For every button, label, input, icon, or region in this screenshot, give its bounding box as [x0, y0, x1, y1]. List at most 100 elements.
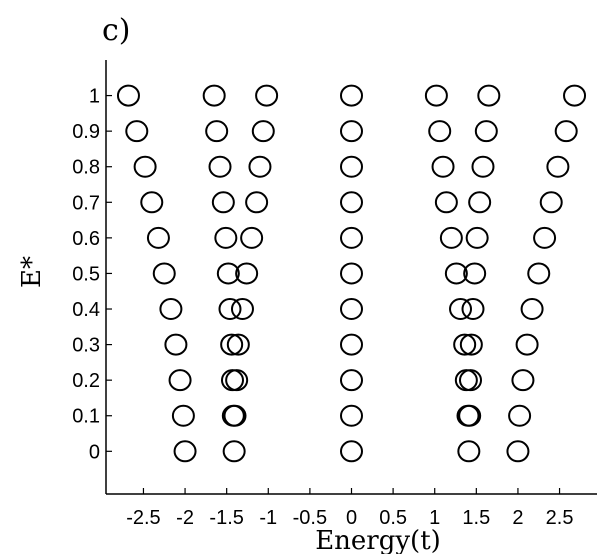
- data-point: [458, 404, 482, 427]
- y-tick-label: 0.8: [72, 157, 100, 179]
- y-axis-ticks: 0 0.1 0.2 0.3 0.4 0.5 0.6 0.7 0.8 0.9 1: [72, 86, 112, 463]
- data-point: [468, 191, 492, 214]
- x-tick-label: 1.5: [462, 507, 490, 529]
- data-point: [159, 298, 183, 321]
- data-point: [205, 120, 229, 143]
- data-point: [208, 155, 232, 178]
- data-point: [164, 333, 188, 356]
- data-point: [116, 84, 140, 107]
- x-tick-label: -1.5: [209, 507, 243, 529]
- y-tick-label: 1: [89, 86, 100, 108]
- data-point: [539, 191, 563, 214]
- x-tick-label: 2.5: [546, 507, 574, 529]
- data-point: [222, 440, 246, 463]
- data-points: [116, 84, 587, 463]
- x-tick-label: 1: [429, 507, 440, 529]
- data-point: [459, 333, 483, 356]
- panel-label: c): [102, 13, 131, 48]
- data-point: [461, 298, 485, 321]
- data-point: [434, 191, 458, 214]
- data-point: [235, 262, 259, 285]
- data-point: [428, 120, 452, 143]
- x-tick-label: -2.5: [126, 507, 160, 529]
- x-tick-label: 0: [346, 507, 357, 529]
- data-point: [168, 369, 192, 392]
- data-point: [340, 404, 363, 427]
- data-point: [554, 120, 578, 143]
- x-tick-label: -1: [259, 507, 277, 529]
- data-point: [340, 191, 363, 214]
- data-point: [248, 155, 272, 178]
- x-tick-label: -0.5: [293, 507, 327, 529]
- data-point: [340, 84, 363, 107]
- data-point: [474, 120, 498, 143]
- data-point: [125, 120, 149, 143]
- x-tick-label: 2: [512, 507, 523, 529]
- data-point: [444, 262, 468, 285]
- data-point: [340, 226, 363, 249]
- data-point: [173, 440, 197, 463]
- data-point: [251, 120, 275, 143]
- x-tick-label: 0.5: [379, 507, 407, 529]
- data-point: [454, 369, 478, 392]
- data-point: [533, 226, 557, 249]
- data-point: [152, 262, 176, 285]
- y-tick-label: 0.2: [72, 370, 100, 392]
- data-point: [340, 155, 363, 178]
- data-point: [225, 369, 249, 392]
- data-point: [146, 226, 170, 249]
- data-point: [457, 440, 481, 463]
- data-point: [563, 84, 587, 107]
- data-point: [223, 404, 247, 427]
- data-point: [508, 404, 532, 427]
- data-point: [255, 84, 279, 107]
- data-point: [240, 226, 264, 249]
- data-point: [220, 333, 244, 356]
- x-tick-label: -2: [176, 507, 194, 529]
- data-point: [515, 333, 539, 356]
- y-tick-label: 0.6: [72, 228, 100, 250]
- data-point: [340, 298, 363, 321]
- axes: [105, 60, 597, 495]
- data-point: [340, 440, 363, 463]
- data-point: [465, 226, 489, 249]
- data-point: [527, 262, 551, 285]
- data-point: [459, 369, 483, 392]
- data-point: [340, 369, 363, 392]
- data-point: [449, 298, 473, 321]
- data-point: [202, 84, 226, 107]
- data-point: [424, 84, 448, 107]
- y-axis-label: E*: [17, 256, 47, 288]
- data-point: [211, 191, 235, 214]
- data-point: [171, 404, 195, 427]
- data-point: [133, 155, 157, 178]
- data-point: [511, 369, 535, 392]
- data-point: [506, 440, 530, 463]
- data-point: [340, 333, 363, 356]
- data-point: [216, 262, 240, 285]
- y-tick-label: 0: [89, 441, 100, 463]
- data-point: [471, 155, 495, 178]
- data-point: [453, 333, 477, 356]
- x-axis-label: Energy(t): [315, 526, 441, 554]
- data-point: [340, 262, 363, 285]
- data-point: [245, 191, 269, 214]
- y-tick-label: 0.7: [72, 192, 100, 214]
- data-point: [340, 120, 363, 143]
- data-point: [220, 369, 244, 392]
- y-tick-label: 0.3: [72, 335, 100, 357]
- data-point: [226, 333, 250, 356]
- data-point: [230, 298, 254, 321]
- data-point: [546, 155, 570, 178]
- x-axis-ticks: -2.5 -2 -1.5 -1 -0.5 0 0.5 1 1.5 2 2.5: [126, 488, 573, 529]
- data-point: [439, 226, 463, 249]
- y-tick-label: 0.5: [72, 263, 100, 285]
- y-tick-label: 0.1: [72, 406, 100, 428]
- data-point: [463, 262, 487, 285]
- y-tick-label: 0.9: [72, 121, 100, 143]
- data-point: [214, 226, 238, 249]
- data-point: [477, 84, 501, 107]
- data-point: [520, 298, 544, 321]
- data-point: [140, 191, 164, 214]
